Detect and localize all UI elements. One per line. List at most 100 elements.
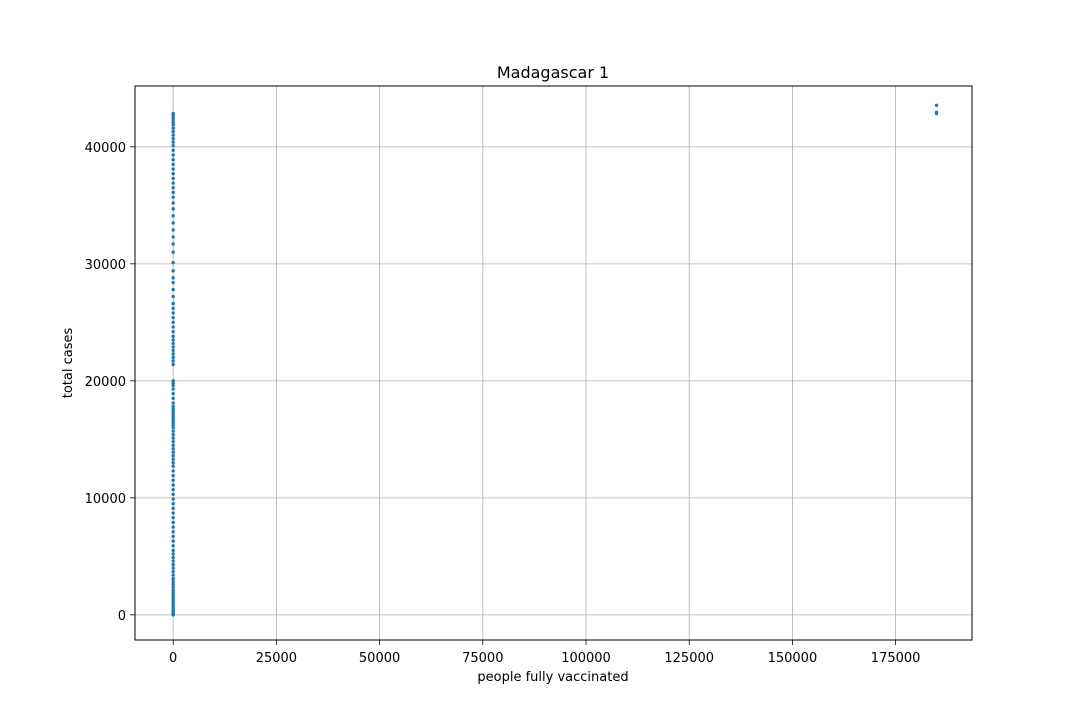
data-point xyxy=(171,569,175,574)
data-point xyxy=(171,450,175,454)
data-point xyxy=(171,207,175,211)
data-point xyxy=(171,111,175,116)
data-point xyxy=(171,552,175,556)
data-point xyxy=(171,548,175,553)
data-point xyxy=(171,172,175,176)
data-point xyxy=(171,348,175,353)
data-point xyxy=(171,483,175,487)
data-point xyxy=(171,539,175,543)
data-point xyxy=(171,604,175,609)
data-point xyxy=(171,186,175,190)
data-point xyxy=(171,597,175,602)
chart-title: Madagascar 1 xyxy=(497,63,609,82)
data-point xyxy=(171,506,175,511)
x-axis-label: people fully vaccinated xyxy=(477,670,628,685)
data-point xyxy=(171,544,175,548)
x-tick-label: 150000 xyxy=(768,651,818,666)
data-point xyxy=(171,338,175,342)
grid-lines xyxy=(135,86,972,640)
data-point xyxy=(171,120,175,124)
data-point xyxy=(171,221,175,225)
data-point xyxy=(171,478,175,482)
data-point xyxy=(171,595,175,599)
data-point xyxy=(171,392,175,396)
data-point xyxy=(171,473,175,478)
data-point xyxy=(171,454,175,458)
data-point xyxy=(171,590,175,595)
y-axis-label: total cases xyxy=(61,328,76,399)
data-point xyxy=(934,103,939,108)
data-point xyxy=(171,359,175,363)
data-point xyxy=(171,190,175,195)
data-point xyxy=(171,379,175,383)
data-point xyxy=(171,129,175,134)
data-points xyxy=(171,103,939,617)
data-point xyxy=(171,269,175,273)
data-point xyxy=(171,432,175,437)
data-point xyxy=(171,126,175,130)
data-point xyxy=(171,585,175,590)
x-tick-label: 0 xyxy=(169,651,177,666)
data-point xyxy=(171,148,175,153)
data-point xyxy=(171,457,175,461)
data-point xyxy=(171,352,175,356)
data-point xyxy=(171,566,175,570)
x-tick-label: 100000 xyxy=(561,651,611,666)
data-point xyxy=(171,287,175,292)
data-point xyxy=(171,602,175,607)
data-point xyxy=(171,447,175,451)
data-point xyxy=(171,181,175,185)
data-point xyxy=(171,301,175,306)
data-point xyxy=(171,492,175,497)
data-point xyxy=(171,315,175,320)
data-point xyxy=(171,501,175,506)
x-tick-label: 125000 xyxy=(664,651,714,666)
data-point xyxy=(171,416,175,420)
data-point xyxy=(171,136,175,141)
data-point xyxy=(171,167,175,171)
data-point xyxy=(171,409,175,413)
data-point xyxy=(171,320,175,325)
y-tick-label: 10000 xyxy=(85,492,126,507)
x-tick-label: 25000 xyxy=(256,651,297,666)
data-point xyxy=(171,439,175,444)
data-point xyxy=(171,133,175,137)
data-point xyxy=(171,530,175,534)
data-point xyxy=(171,418,175,423)
data-point xyxy=(171,214,175,218)
data-point xyxy=(171,469,175,473)
data-point xyxy=(171,497,175,501)
data-point xyxy=(171,242,175,246)
y-tick-label: 0 xyxy=(118,609,126,624)
data-point xyxy=(171,362,175,367)
data-point xyxy=(171,562,175,567)
data-point xyxy=(171,411,175,416)
data-point xyxy=(171,487,175,492)
data-point xyxy=(171,260,175,265)
data-point xyxy=(171,534,175,539)
data-point xyxy=(171,423,175,428)
data-point xyxy=(171,425,175,430)
data-point xyxy=(171,235,175,239)
data-point xyxy=(171,345,175,349)
data-point xyxy=(171,115,175,120)
data-point xyxy=(171,387,175,391)
plot-area-frame xyxy=(134,85,973,641)
data-point xyxy=(171,140,175,144)
data-point xyxy=(171,579,175,584)
data-point xyxy=(171,582,175,587)
x-axis-ticks: 0 25000 50000 75000 100000 125000 150000 175000 xyxy=(169,640,920,666)
data-point xyxy=(171,600,175,604)
x-tick-label: 75000 xyxy=(462,651,503,666)
data-point xyxy=(171,330,175,334)
data-point xyxy=(171,228,175,232)
data-point xyxy=(171,555,175,560)
data-point xyxy=(171,176,175,181)
data-point xyxy=(171,404,175,409)
data-point xyxy=(171,118,175,122)
data-point xyxy=(171,306,175,311)
data-point xyxy=(171,421,175,425)
data-point xyxy=(171,294,175,299)
data-point xyxy=(171,396,175,401)
